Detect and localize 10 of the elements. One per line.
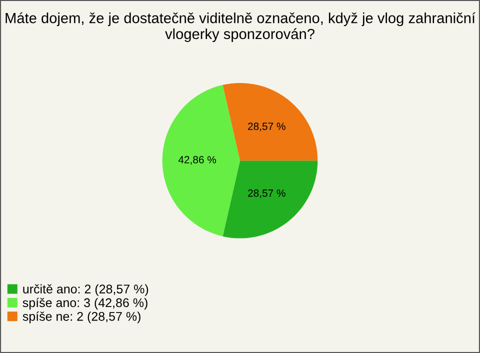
legend-label: spíše ne: 2 (28,57 %) bbox=[22, 311, 140, 324]
legend-label: určitě ano: 2 (28,57 %) bbox=[23, 284, 148, 296]
data-label: 28,57 % bbox=[248, 122, 286, 132]
pie-slice bbox=[222, 160, 318, 238]
data-label: 28,57 % bbox=[248, 189, 286, 198]
pie-slice bbox=[222, 82, 318, 161]
data-label: 42,86 % bbox=[178, 156, 216, 165]
pie-slice bbox=[162, 84, 240, 236]
legend-label: spíše ano: 3 (42,86 %) bbox=[22, 298, 148, 310]
chart-title: Máte dojem, že je dostatečně viditelně označeno, když je vlog zahraniční vlogerky sponzorován? bbox=[6, 12, 476, 42]
